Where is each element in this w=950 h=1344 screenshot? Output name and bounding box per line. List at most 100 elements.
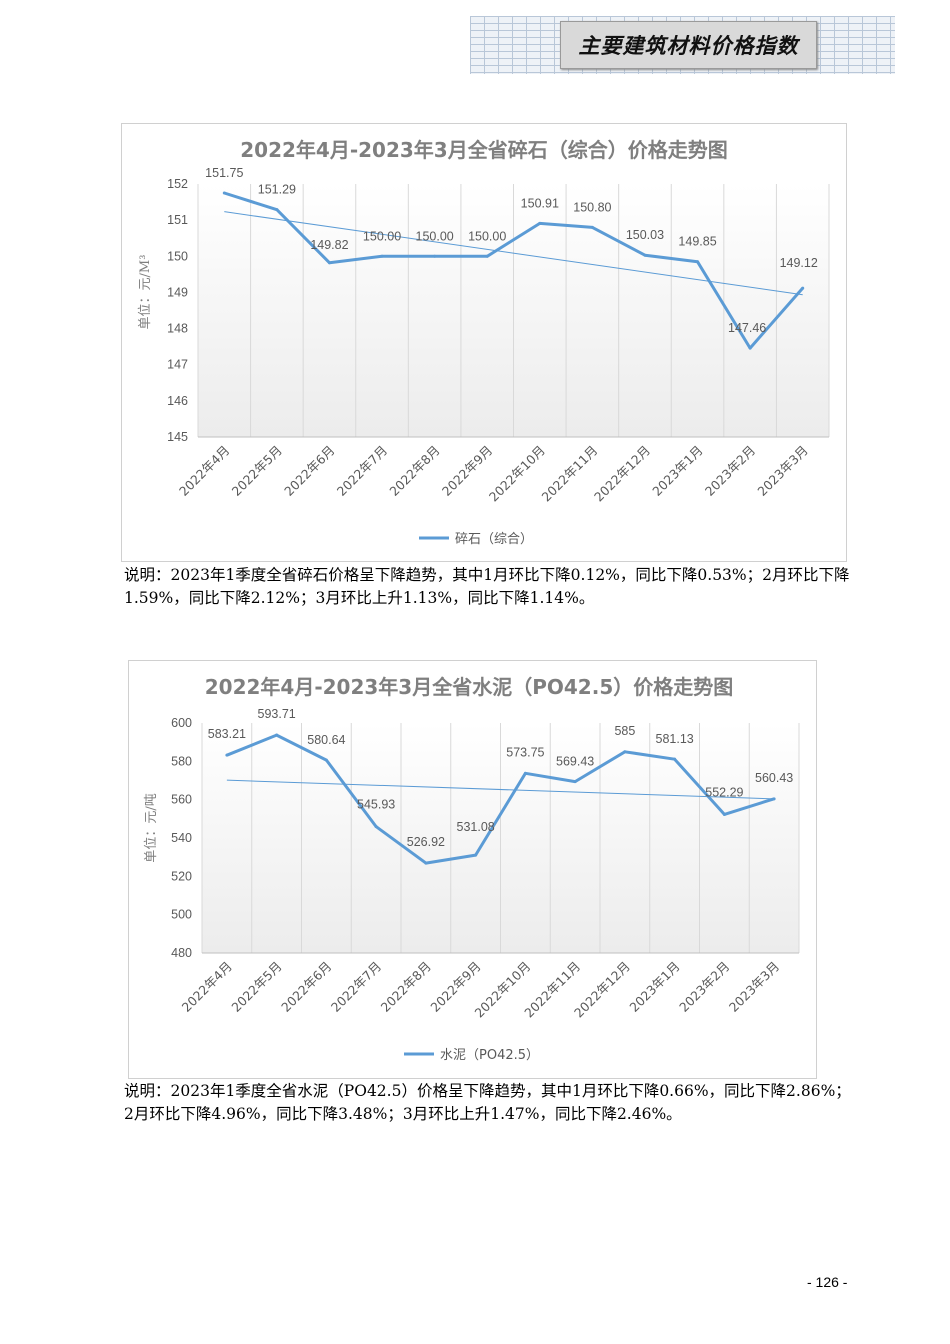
- x-tick-label: 2022年6月: [281, 443, 337, 499]
- y-axis-label: 单位：元/M³: [138, 255, 153, 330]
- data-point: [523, 771, 527, 775]
- data-label: 150.80: [573, 200, 611, 214]
- data-label: 151.29: [258, 183, 296, 197]
- data-point: [801, 286, 805, 290]
- y-tick-label: 600: [171, 716, 192, 730]
- x-tick-label: 2022年9月: [439, 443, 495, 499]
- y-tick-label: 152: [167, 177, 188, 191]
- y-tick-label: 480: [171, 946, 192, 960]
- x-tick-label: 2022年5月: [228, 959, 284, 1015]
- data-label: 580.64: [307, 733, 345, 747]
- data-label: 573.75: [506, 745, 544, 759]
- x-tick-label: 2023年2月: [676, 959, 732, 1015]
- x-tick-label: 2022年5月: [229, 443, 285, 499]
- data-point: [485, 254, 489, 258]
- legend-label: 水泥（PO42.5）: [440, 1048, 539, 1063]
- legend-label: 碎石（综合）: [455, 532, 533, 547]
- chart-title: 2022年4月-2023年3月全省水泥（PO42.5）价格走势图: [205, 675, 733, 699]
- x-tick-label: 2022年7月: [334, 443, 390, 499]
- data-point: [722, 812, 726, 816]
- data-point: [327, 261, 331, 265]
- data-label: 560.43: [755, 771, 793, 785]
- trendline: [224, 211, 803, 296]
- data-label: 150.00: [363, 229, 401, 243]
- data-label: 147.46: [728, 321, 766, 335]
- chart-svg: 2022年4月-2023年3月全省水泥（PO42.5）价格走势图 480 500 52…: [144, 675, 800, 1063]
- x-tick-label: 2023年3月: [726, 959, 782, 1015]
- data-label: 585: [614, 724, 635, 738]
- data-point: [225, 753, 229, 757]
- section-title: 主要建筑材料价格指数: [560, 21, 817, 69]
- x-tick-label: 2023年2月: [702, 443, 758, 499]
- data-point: [696, 260, 700, 264]
- y-tick-label: 149: [167, 285, 188, 299]
- data-point: [538, 221, 542, 225]
- data-label: 150.00: [416, 229, 454, 243]
- y-tick-label: 148: [167, 322, 188, 336]
- x-tick-label: 2023年3月: [754, 443, 810, 499]
- y-tick-label: 146: [167, 394, 188, 408]
- y-tick-label: 560: [171, 793, 192, 807]
- y-tick-label: 151: [167, 213, 188, 227]
- data-point: [590, 225, 594, 229]
- cement-price-chart: 2022年4月-2023年3月全省水泥（PO42.5）价格走势图 480 500 52…: [128, 660, 817, 1079]
- chart-title: 2022年4月-2023年3月全省碎石（综合）价格走势图: [240, 138, 727, 162]
- y-axis-label: 单位：元/吨: [144, 793, 159, 862]
- x-tick-label: 2022年8月: [378, 959, 434, 1015]
- page-number: - 126 -: [807, 1274, 848, 1290]
- data-point: [673, 757, 677, 761]
- data-point: [424, 861, 428, 865]
- data-point: [474, 853, 478, 857]
- data-label: 149.82: [310, 238, 348, 252]
- data-label: 149.85: [678, 235, 716, 249]
- y-tick-label: 520: [171, 869, 192, 883]
- data-point: [433, 254, 437, 258]
- series-line: [226, 733, 775, 865]
- chart-note: 说明：2023年1季度全省水泥（PO42.5）价格呈下降趋势，其中1月环比下降0…: [124, 1082, 851, 1123]
- x-tick-label: 2022年6月: [278, 959, 334, 1015]
- data-point: [623, 750, 627, 754]
- data-point: [324, 758, 328, 762]
- data-label: 150.00: [468, 229, 506, 243]
- data-label: 150.03: [626, 228, 664, 242]
- y-tick-label: 540: [171, 831, 192, 845]
- data-point: [275, 208, 279, 212]
- data-label: 151.75: [205, 166, 243, 180]
- y-tick-label: 500: [171, 908, 192, 922]
- data-label: 569.43: [556, 755, 594, 769]
- x-tick-label: 2022年12月: [591, 443, 653, 505]
- x-tick-label: 2022年4月: [179, 959, 235, 1015]
- x-tick-label: 2022年7月: [328, 959, 384, 1015]
- header-banner: 主要建筑材料价格指数: [470, 16, 895, 74]
- chart-note: 说明：2023年1季度全省碎石价格呈下降趋势，其中1月环比下降0.12%，同比下…: [124, 566, 850, 607]
- x-tick-label: 2023年1月: [626, 959, 682, 1015]
- data-point: [374, 825, 378, 829]
- y-tick-label: 150: [167, 249, 188, 263]
- data-point: [380, 254, 384, 258]
- y-tick-label: 580: [171, 754, 192, 768]
- x-tick-label: 2023年1月: [649, 443, 705, 499]
- data-label: 526.92: [407, 835, 445, 849]
- data-label: 545.93: [357, 798, 395, 812]
- y-tick-label: 145: [167, 430, 188, 444]
- data-label: 552.29: [705, 785, 743, 799]
- x-tick-label: 2022年8月: [386, 443, 442, 499]
- data-point: [748, 346, 752, 350]
- data-point: [222, 191, 226, 195]
- y-tick-label: 147: [167, 358, 188, 372]
- x-tick-label: 2022年4月: [176, 443, 232, 499]
- trendline: [226, 779, 775, 800]
- data-label: 149.12: [780, 256, 818, 270]
- series-line: [223, 191, 804, 350]
- data-label: 593.71: [258, 707, 296, 721]
- data-label: 531.08: [457, 820, 495, 834]
- crushed-stone-price-chart: 2022年4月-2023年3月全省碎石（综合）价格走势图 145 146 147 148…: [121, 123, 847, 562]
- chart-svg: 2022年4月-2023年3月全省碎石（综合）价格走势图 145 146 147 148…: [138, 138, 830, 547]
- data-point: [772, 797, 776, 801]
- data-label: 581.13: [656, 732, 694, 746]
- data-point: [275, 733, 279, 737]
- data-label: 583.21: [208, 727, 246, 741]
- data-point: [573, 780, 577, 784]
- data-point: [643, 253, 647, 257]
- data-label: 150.91: [521, 196, 559, 210]
